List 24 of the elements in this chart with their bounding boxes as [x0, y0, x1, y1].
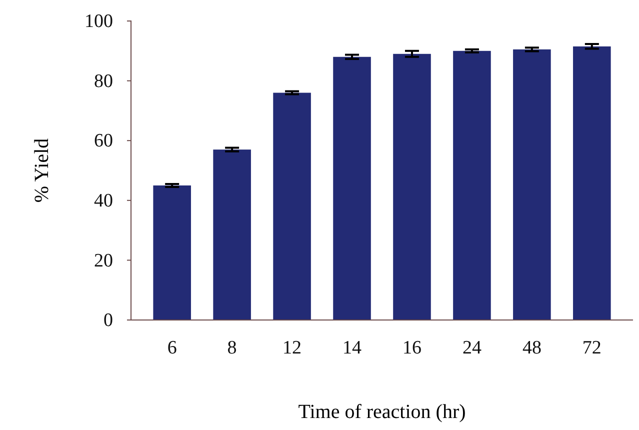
y-tick-label: 40: [94, 190, 113, 212]
bar: [153, 185, 191, 320]
y-tick-label: 60: [94, 130, 113, 152]
x-axis-title: Time of reaction (hr): [298, 401, 466, 423]
y-tick-label: 100: [84, 11, 113, 32]
x-tick-label: 12: [282, 337, 302, 358]
x-tick-label: 48: [522, 337, 542, 358]
x-tick-label: 16: [402, 337, 422, 358]
bar: [333, 56, 371, 320]
bar: [453, 50, 491, 320]
bar: [213, 150, 251, 320]
x-tick-label: 8: [227, 337, 237, 358]
y-tick-label: 20: [94, 250, 113, 272]
x-tick-label: 6: [167, 337, 177, 358]
bar: [573, 46, 611, 320]
bar: [273, 92, 311, 320]
bar: [393, 54, 431, 320]
x-tick-label: 72: [582, 337, 602, 358]
y-axis-title: % Yield: [31, 138, 53, 203]
y-tick-label: 80: [94, 70, 113, 92]
bar: [513, 49, 551, 320]
x-tick-label: 24: [462, 337, 482, 358]
x-tick-label: 14: [342, 337, 362, 358]
y-tick-label: 0: [104, 310, 113, 332]
